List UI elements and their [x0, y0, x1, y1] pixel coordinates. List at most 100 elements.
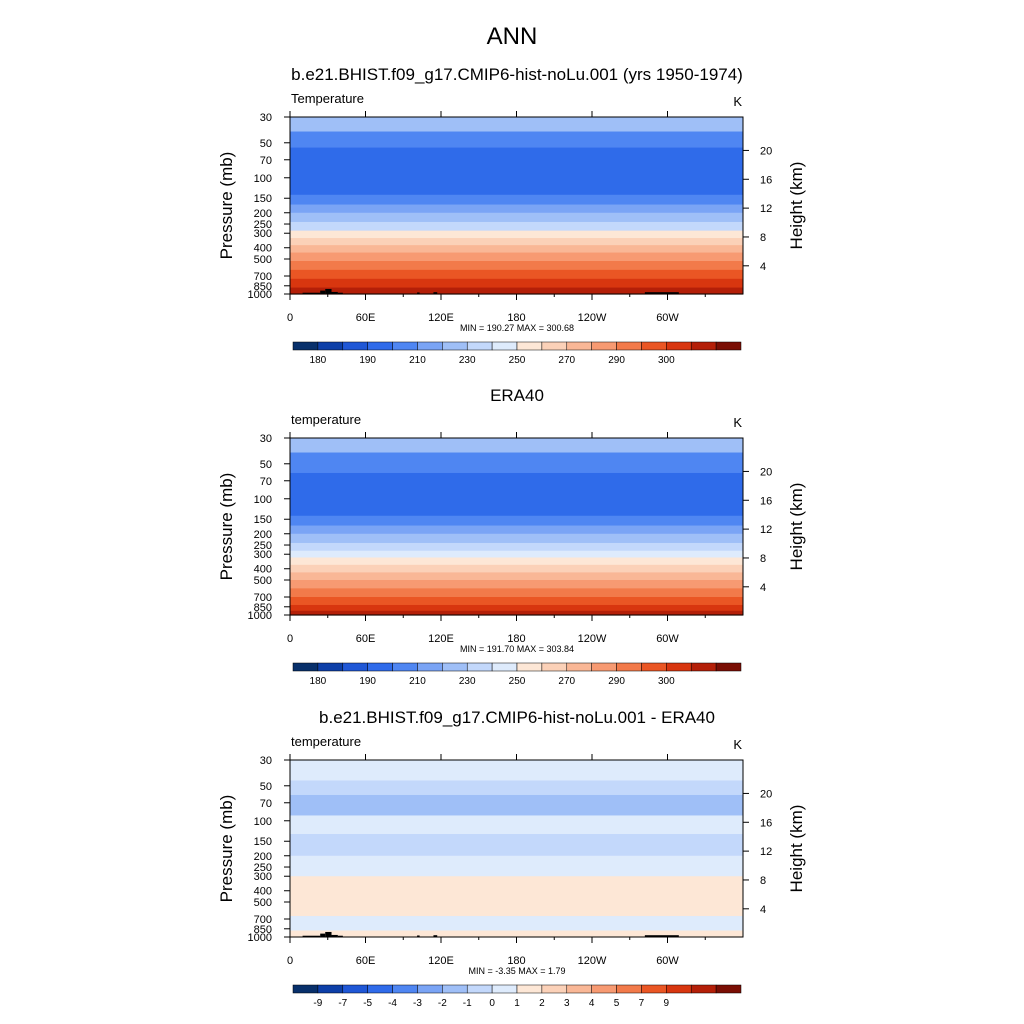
colorbar-swatch	[591, 662, 617, 672]
y-tick-label: 250	[254, 540, 272, 552]
contour-band	[290, 572, 743, 581]
x-tick-label: 120W	[578, 955, 607, 967]
y-axis-title: Pressure (mb)	[217, 152, 236, 260]
contour-bands	[290, 117, 743, 295]
panel-3: b.e21.BHIST.f09_g17.CMIP6-hist-noLu.001 …	[217, 708, 806, 1009]
y-tick-label: 100	[254, 494, 272, 506]
x-tick-label: 0	[287, 312, 293, 324]
colorbar-label: 1	[514, 998, 520, 1009]
colorbar-label: 290	[608, 676, 625, 687]
contour-band	[290, 212, 743, 223]
right-tick-label: 20	[760, 788, 772, 800]
colorbar-label: -1	[463, 998, 472, 1009]
colorbar-swatch	[417, 984, 443, 994]
y-axis-title: Pressure (mb)	[217, 795, 236, 903]
colorbar-label: 250	[509, 676, 526, 687]
y-tick-label: 850	[254, 924, 272, 936]
colorbar-label: 4	[589, 998, 595, 1009]
colorbar-swatch	[342, 341, 368, 351]
colorbar-label: -9	[313, 998, 322, 1009]
right-tick-label: 20	[760, 145, 772, 157]
contour-band	[290, 588, 743, 598]
contour-band	[290, 815, 743, 835]
colorbar-swatch	[466, 341, 493, 351]
figure-title: ANN	[487, 23, 538, 50]
colorbar-swatch	[367, 662, 393, 672]
colorbar-swatch	[641, 984, 667, 994]
min-max-label: MIN = -3.35 MAX = 1.79	[468, 966, 565, 976]
colorbar-swatch	[715, 662, 742, 672]
y-axis-title-right: Height (km)	[787, 483, 806, 571]
colorbar-swatch	[442, 662, 468, 672]
units-label: K	[733, 415, 742, 430]
colorbar-swatch	[392, 984, 418, 994]
colorbar-label: 300	[658, 676, 675, 687]
panel-title: b.e21.BHIST.f09_g17.CMIP6-hist-noLu.001 …	[319, 708, 715, 727]
y-tick-label: 70	[260, 155, 272, 167]
colorbar: 180 190 210 230 250 270 290 300	[292, 662, 742, 687]
panel-2: ERA40 temperature K 0 60E 120E 180 120W 60W 30 50 7…	[217, 386, 806, 687]
contour-bands	[290, 760, 743, 938]
colorbar-label: 5	[614, 998, 620, 1009]
colorbar-label: 230	[459, 676, 476, 687]
contour-band	[290, 452, 743, 474]
terrain-block	[433, 935, 438, 937]
colorbar-swatch	[641, 662, 667, 672]
colorbar-label: 250	[509, 355, 526, 366]
units-label: K	[733, 94, 742, 109]
y-tick-label: 400	[254, 564, 272, 576]
x-tick-label: 180	[507, 955, 525, 967]
y-tick-label: 1000	[248, 289, 272, 301]
contour-band	[290, 564, 743, 573]
contour-band	[290, 610, 743, 616]
colorbar-label: -5	[363, 998, 372, 1009]
y-tick-label: 400	[254, 243, 272, 255]
contour-band	[290, 131, 743, 149]
colorbar-label: -3	[413, 998, 422, 1009]
colorbar-swatch	[541, 984, 568, 994]
colorbar-swatch	[317, 341, 344, 351]
colorbar-label: 2	[539, 998, 545, 1009]
right-tick-label: 16	[760, 817, 772, 829]
colorbar-swatch	[292, 984, 319, 994]
contour-band	[290, 252, 743, 262]
colorbar-swatch	[417, 662, 443, 672]
colorbar-swatch	[591, 984, 617, 994]
colorbar: -9 -7 -5 -4 -3 -2 -1 0 1 2 3 4 5 7 9	[292, 984, 742, 1009]
y-tick-label: 250	[254, 862, 272, 874]
right-tick-label: 8	[760, 232, 766, 244]
contour-band	[290, 117, 743, 133]
contour-band	[290, 557, 743, 566]
y-axis-title-right: Height (km)	[787, 162, 806, 250]
colorbar-swatch	[491, 662, 518, 672]
terrain-block	[417, 935, 420, 937]
colorbar-label: -7	[338, 998, 347, 1009]
contour-band	[290, 238, 743, 246]
colorbar-swatch	[491, 341, 518, 351]
y-tick-label: 150	[254, 836, 272, 848]
x-tick-label: 120E	[428, 955, 454, 967]
contour-band	[290, 204, 743, 214]
colorbar-swatch	[616, 984, 642, 994]
y-tick-label: 400	[254, 886, 272, 898]
colorbar-swatch	[466, 984, 493, 994]
y-tick-label: 30	[260, 755, 272, 767]
contour-band	[290, 794, 743, 817]
colorbar-swatch	[317, 662, 344, 672]
y-tick-label: 250	[254, 219, 272, 231]
colorbar-swatch	[566, 984, 592, 994]
right-tick-label: 20	[760, 466, 772, 478]
y-tick-label: 150	[254, 193, 272, 205]
contour-band	[290, 596, 743, 606]
x-tick-label: 60E	[356, 955, 376, 967]
colorbar-swatch	[566, 341, 592, 351]
contour-band	[290, 438, 743, 454]
x-tick-label: 0	[287, 955, 293, 967]
colorbar-swatch	[641, 341, 667, 351]
contour-band	[290, 760, 743, 782]
contour-band	[290, 230, 743, 239]
colorbar-swatch	[715, 341, 742, 351]
y-tick-label: 70	[260, 798, 272, 810]
panel-title: b.e21.BHIST.f09_g17.CMIP6-hist-noLu.001 …	[291, 65, 743, 84]
